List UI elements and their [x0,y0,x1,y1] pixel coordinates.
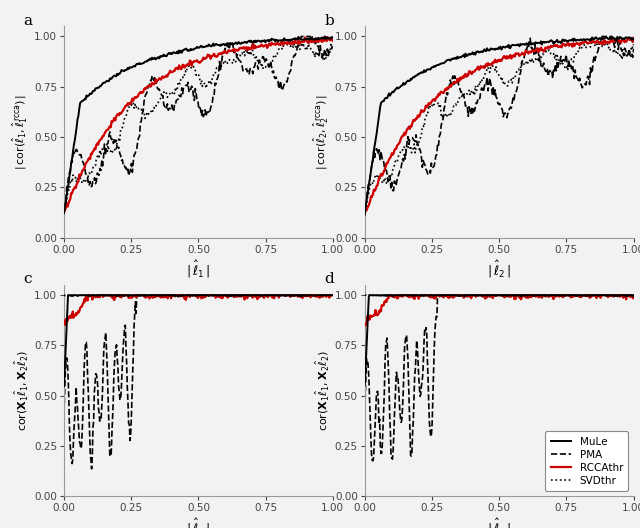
Text: b: b [324,14,334,28]
Text: c: c [24,272,32,287]
X-axis label: $|\,\hat{\ell}_2\,|$: $|\,\hat{\ell}_2\,|$ [487,517,511,528]
Text: a: a [24,14,33,28]
X-axis label: $|\,\hat{\ell}_2\,|$: $|\,\hat{\ell}_2\,|$ [487,259,511,280]
X-axis label: $|\,\hat{\ell}_1\,|$: $|\,\hat{\ell}_1\,|$ [186,259,211,280]
X-axis label: $|\,\hat{\ell}_1\,|$: $|\,\hat{\ell}_1\,|$ [186,517,211,528]
Legend: MuLe, PMA, RCCAthr, SVDthr: MuLe, PMA, RCCAthr, SVDthr [545,431,628,491]
Y-axis label: $|\,\mathrm{cor}(\hat{\ell}_1, \hat{\ell}_1^{\,\mathrm{rcca}})\,|$: $|\,\mathrm{cor}(\hat{\ell}_1, \hat{\ell… [10,94,30,170]
Y-axis label: $|\,\mathrm{cor}(\hat{\ell}_2, \hat{\ell}_2^{\,\mathrm{rcca}})\,|$: $|\,\mathrm{cor}(\hat{\ell}_2, \hat{\ell… [311,94,331,170]
Y-axis label: $\mathrm{cor}(\mathbf{X}_1\hat{\ell}_1, \mathbf{X}_2\hat{\ell}_2)$: $\mathrm{cor}(\mathbf{X}_1\hat{\ell}_1, … [12,351,30,431]
Y-axis label: $\mathrm{cor}(\mathbf{X}_1\hat{\ell}_1, \mathbf{X}_2\hat{\ell}_2)$: $\mathrm{cor}(\mathbf{X}_1\hat{\ell}_1, … [312,351,331,431]
Text: d: d [324,272,334,287]
